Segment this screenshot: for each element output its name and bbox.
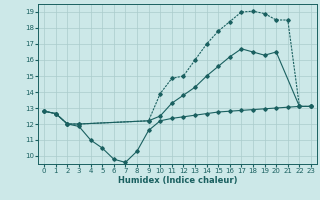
X-axis label: Humidex (Indice chaleur): Humidex (Indice chaleur): [118, 176, 237, 185]
